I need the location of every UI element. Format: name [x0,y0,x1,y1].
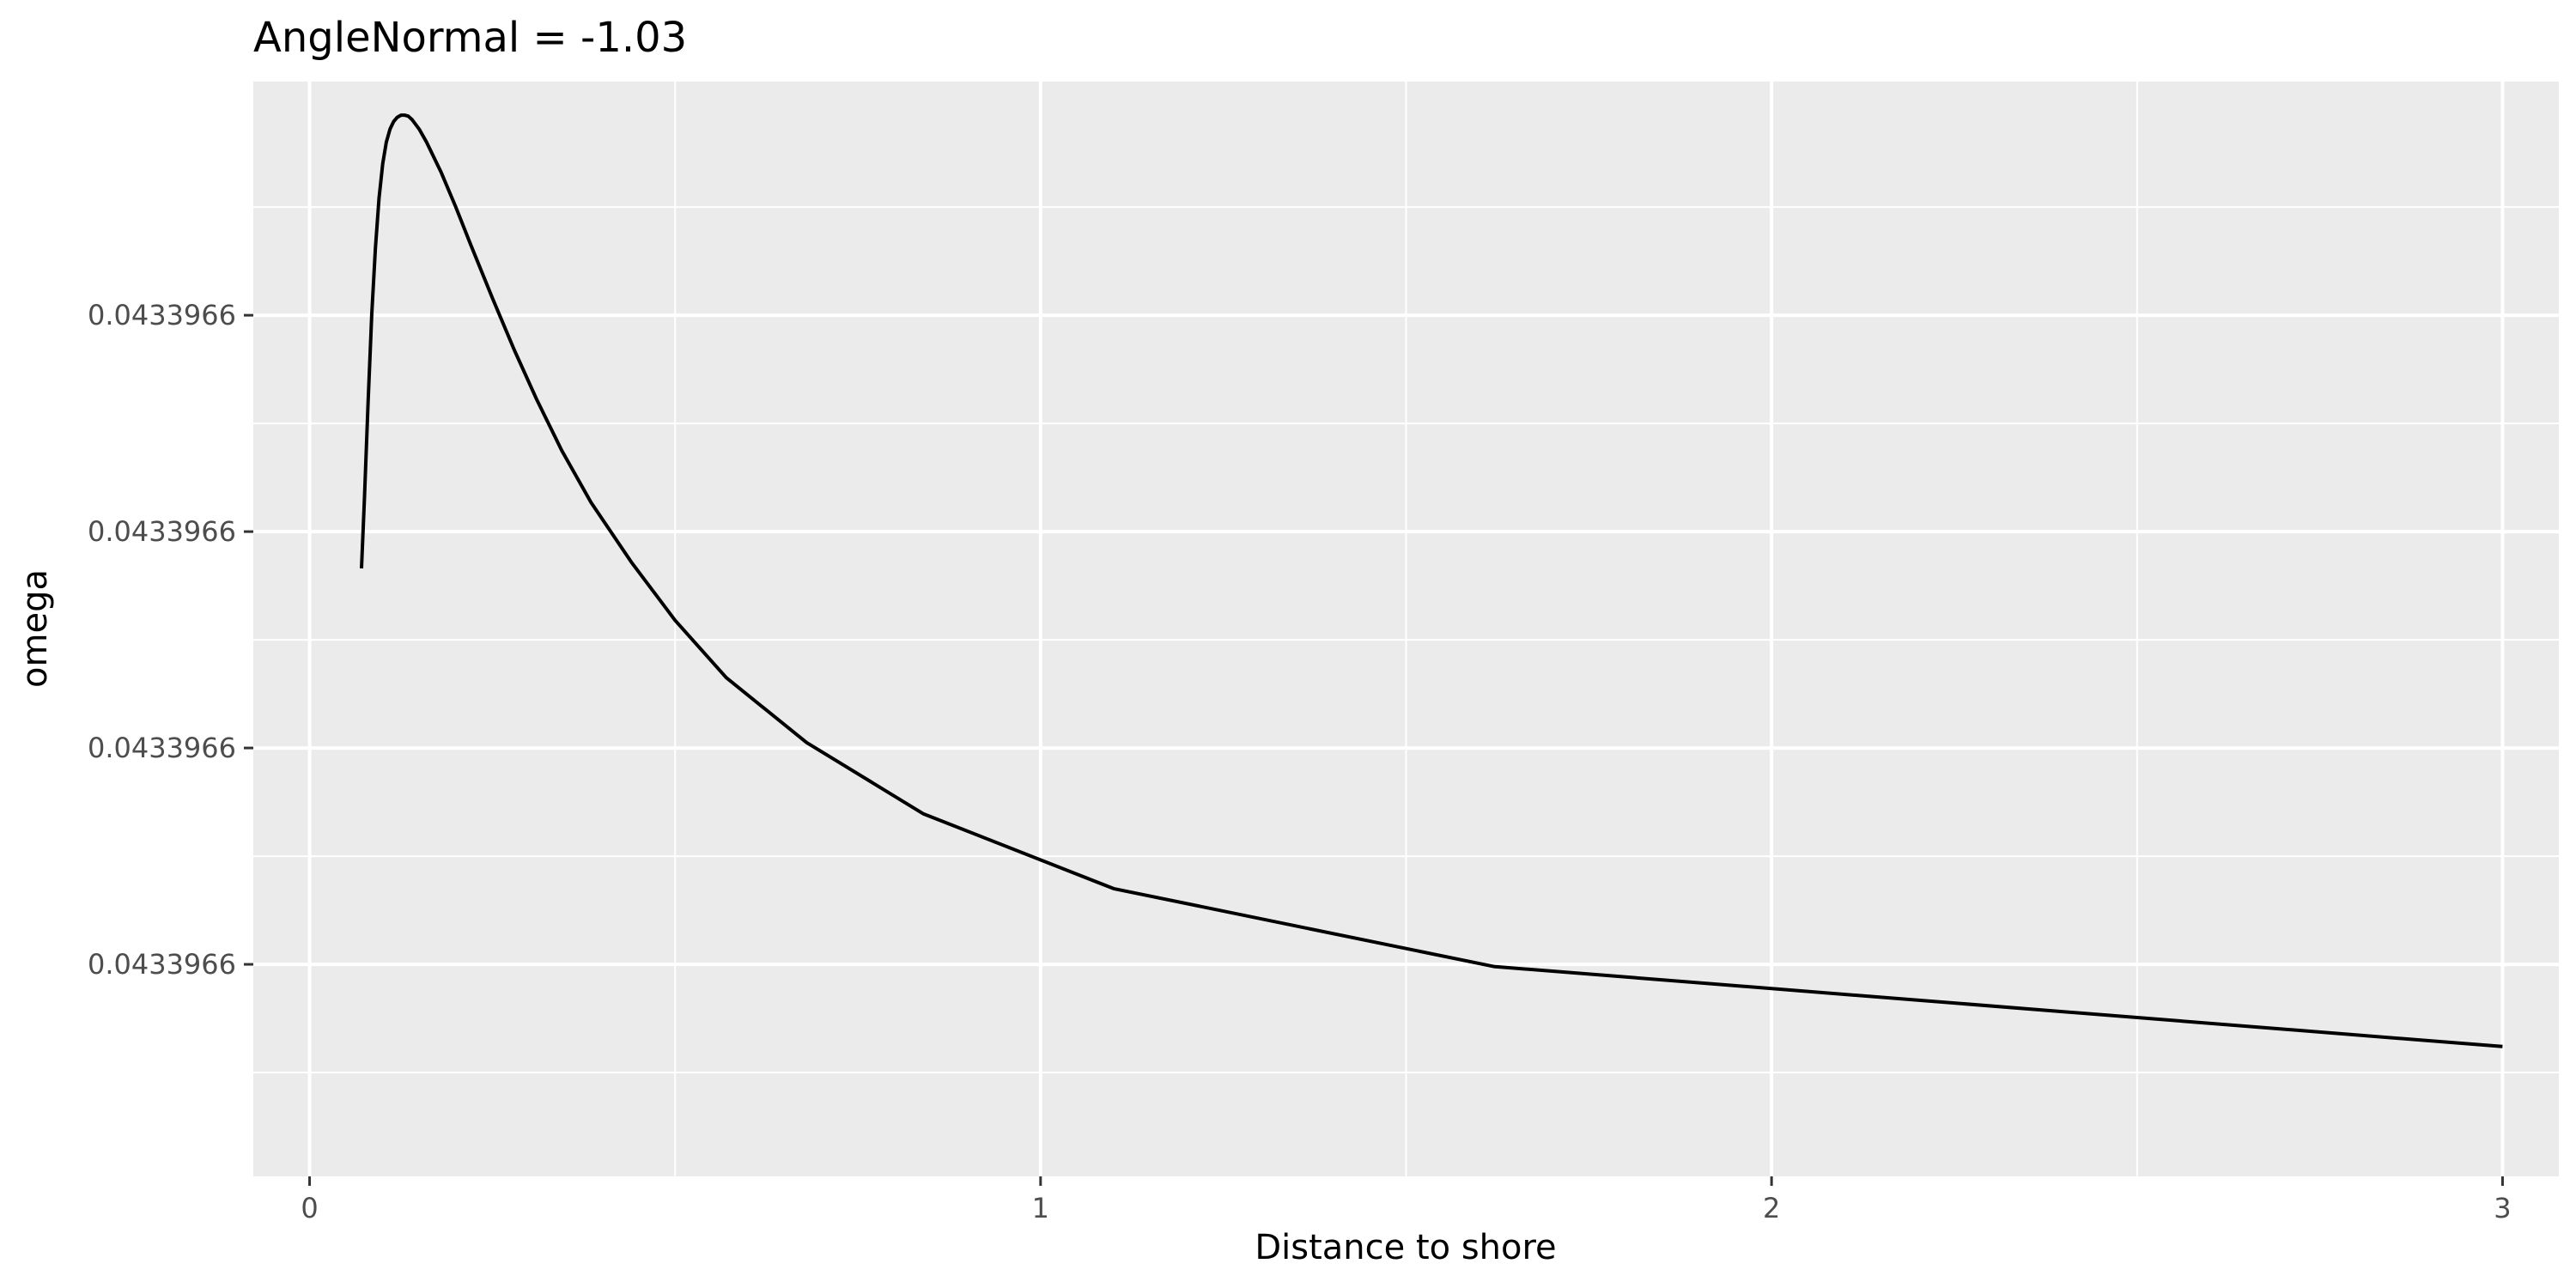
y-axis: 0.0433966 0.0433966 0.0433966 0.0433966 [88,299,253,981]
y-tick-label: 0.0433966 [88,515,236,548]
y-axis-title: omega [15,569,55,688]
y-tick-label: 0.0433966 [88,732,236,764]
x-axis: 0 1 2 3 [301,1176,2512,1224]
x-tick-label: 1 [1032,1192,1049,1224]
series-layer [360,113,2503,1048]
y-tick-label: 0.0433966 [88,948,236,981]
chart-title: AngleNormal = -1.03 [253,14,687,62]
major-grid [253,82,2559,1176]
x-tick-label: 0 [301,1192,318,1224]
series-line-0 [360,113,2503,1048]
y-tick-label: 0.0433966 [88,299,236,331]
x-axis-title: Distance to shore [1255,1228,1556,1267]
minor-grid [253,82,2559,1176]
x-tick-label: 2 [1763,1192,1780,1224]
x-tick-label: 3 [2494,1192,2511,1224]
